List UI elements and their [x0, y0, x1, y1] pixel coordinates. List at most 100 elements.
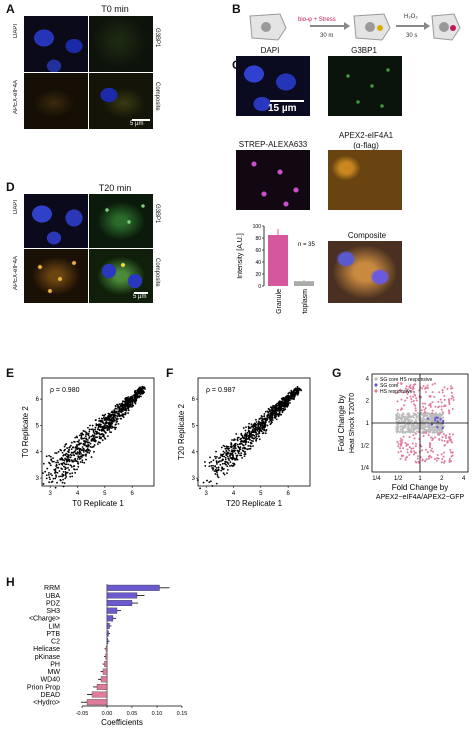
scatter-point — [53, 472, 56, 474]
g-point-gray — [399, 430, 402, 433]
g-point-hs — [425, 431, 428, 434]
g-point-gray — [402, 427, 405, 430]
g-point-gray — [439, 428, 442, 431]
scatter-point — [55, 474, 57, 477]
scatter-point — [112, 419, 115, 422]
scatter-point — [137, 390, 140, 393]
scatter-point — [228, 459, 231, 462]
scatter-point — [93, 444, 96, 446]
g-point-hs — [452, 398, 455, 401]
scatter-point — [296, 387, 299, 390]
scatter-point — [49, 473, 52, 475]
panel-c-g3bp1-image — [328, 56, 402, 116]
scatter-point — [76, 451, 79, 454]
g-point-hs — [422, 405, 425, 408]
scatter-point — [255, 435, 258, 438]
scatter-point — [216, 475, 219, 477]
scatter-point — [126, 400, 129, 403]
g-point-hs — [450, 451, 453, 454]
scatter-point — [244, 438, 247, 441]
scatter-point — [243, 437, 245, 440]
g-point-hs — [412, 390, 415, 393]
scatter-point — [281, 409, 284, 412]
scatter-point — [140, 390, 142, 393]
scatter-point — [235, 457, 237, 460]
g-point-hs — [417, 461, 420, 464]
scatter-point — [101, 421, 104, 424]
scatter-point — [220, 469, 223, 472]
scatter-point — [83, 437, 86, 440]
g-point-hs — [443, 440, 446, 443]
g-point-hs — [441, 436, 444, 439]
panel-d-scale-text: 5 µm — [133, 294, 147, 300]
scatter-point — [95, 436, 98, 439]
scatter-point — [250, 442, 252, 445]
g-point-hs — [410, 450, 413, 453]
scatter-point — [233, 463, 236, 466]
scatter-point — [266, 424, 269, 427]
scatter-point — [102, 435, 105, 438]
g-point-hs — [414, 451, 417, 454]
scatter-point — [253, 424, 255, 427]
scatter-point — [75, 460, 78, 463]
scatter-point — [212, 467, 215, 470]
scatter-point — [68, 449, 70, 452]
scatter-point — [111, 410, 114, 413]
scatter-point — [237, 445, 240, 448]
g-point-hs — [428, 404, 431, 407]
g-point-hs — [451, 395, 454, 398]
panel-a-label-apex: APEX-eIF4A — [13, 80, 19, 115]
scatter-point — [139, 393, 142, 395]
scatter-point — [76, 436, 79, 439]
h-bar-pdz — [106, 600, 133, 607]
scatter-point — [71, 475, 74, 478]
g-point-gray — [422, 416, 425, 419]
scatter-point — [244, 441, 246, 443]
c-bar-granule — [268, 235, 288, 286]
scatter-point — [214, 465, 217, 468]
g-point-hs — [441, 457, 444, 460]
g-point-hs — [443, 459, 446, 462]
scatter-point — [241, 457, 244, 459]
scatter-point — [134, 402, 137, 405]
scatter-point — [247, 444, 250, 447]
g-point-hs — [396, 400, 399, 403]
scatter-point — [94, 428, 96, 431]
h-category-label: UBA — [46, 593, 61, 600]
scatter-point — [70, 459, 73, 462]
scatter-point — [54, 477, 57, 480]
g-point-hs — [402, 404, 405, 407]
scatter-point — [248, 434, 251, 437]
scatter-point — [126, 407, 129, 410]
g-point-hs — [412, 453, 415, 456]
h-bar-ph — [104, 661, 108, 668]
g-point-gray — [411, 431, 414, 434]
scatter-point — [257, 424, 260, 426]
g-point-gray — [434, 430, 437, 433]
g-legend-marker — [374, 377, 378, 381]
scatter-point — [275, 405, 278, 408]
scatter-point — [59, 448, 62, 451]
scatter-point — [229, 456, 232, 459]
scatter-point — [67, 459, 70, 462]
scatter-point — [85, 438, 88, 441]
g-point-gray — [410, 424, 413, 427]
scatter-point — [255, 428, 257, 431]
scatter-point — [62, 478, 65, 481]
cell-2-icon — [353, 13, 391, 41]
scatter-point — [91, 434, 94, 437]
scatter-point — [208, 465, 211, 468]
scatter-point — [103, 424, 106, 427]
panel-a-label-dapi: DAPI — [13, 24, 19, 39]
scatter-point — [257, 425, 260, 428]
scatter-point — [65, 459, 68, 462]
scatter-point — [119, 404, 122, 407]
scatter-point — [219, 456, 222, 459]
scatter-point — [284, 405, 287, 407]
scatter-point — [251, 434, 253, 436]
scatter-point — [206, 479, 208, 482]
g-point-gray — [438, 412, 441, 415]
g-point-hs — [402, 435, 405, 438]
scatter-point — [216, 471, 218, 474]
y-tick-label: 3 — [36, 476, 40, 482]
